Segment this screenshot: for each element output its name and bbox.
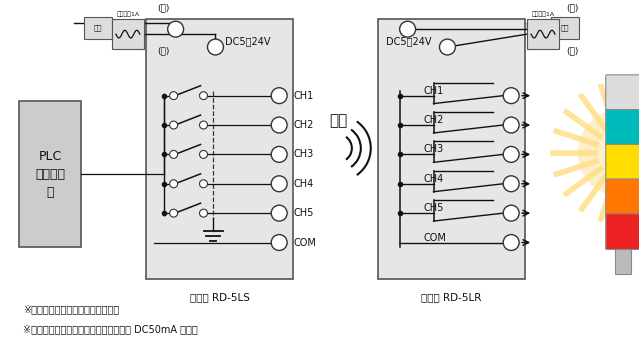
Circle shape	[271, 176, 287, 192]
FancyBboxPatch shape	[605, 144, 639, 180]
Text: CH1: CH1	[293, 91, 314, 101]
Circle shape	[168, 21, 184, 37]
Text: CH1: CH1	[424, 86, 444, 96]
Circle shape	[503, 235, 519, 251]
Circle shape	[170, 121, 178, 129]
Circle shape	[170, 150, 178, 158]
Circle shape	[271, 88, 287, 104]
Circle shape	[578, 108, 640, 197]
Text: 送信機 RD-5LS: 送信機 RD-5LS	[189, 292, 250, 302]
Text: COM: COM	[424, 233, 447, 243]
Circle shape	[503, 176, 519, 192]
Circle shape	[503, 147, 519, 162]
Circle shape	[399, 21, 415, 37]
Circle shape	[200, 150, 207, 158]
Text: ※受信機のオープンコレクタ出力は最大 DC50mA です。: ※受信機のオープンコレクタ出力は最大 DC50mA です。	[23, 324, 198, 334]
Bar	[378, 19, 525, 279]
Text: (－): (－)	[157, 3, 170, 12]
Text: CH3: CH3	[424, 144, 444, 154]
Bar	[614, 249, 630, 274]
Circle shape	[170, 209, 178, 217]
FancyBboxPatch shape	[605, 75, 639, 111]
Text: (－): (－)	[566, 3, 579, 12]
Text: ※ユニットは別途電源が必要です。: ※ユニットは別途電源が必要です。	[23, 304, 120, 314]
Circle shape	[200, 92, 207, 100]
Bar	[19, 100, 81, 247]
Text: PLC
検出装置
等: PLC 検出装置 等	[35, 149, 65, 199]
FancyBboxPatch shape	[605, 109, 639, 145]
Text: COM: COM	[293, 238, 316, 248]
Text: CH2: CH2	[424, 115, 444, 125]
Bar	[112, 19, 144, 49]
Bar	[146, 19, 293, 279]
Text: DC5～24V: DC5～24V	[386, 36, 431, 46]
Circle shape	[503, 88, 519, 104]
Circle shape	[207, 39, 223, 55]
Circle shape	[271, 147, 287, 162]
Text: ヒューズ1A: ヒューズ1A	[116, 12, 140, 17]
Bar	[551, 17, 579, 39]
FancyBboxPatch shape	[605, 214, 639, 249]
Text: CH3: CH3	[293, 149, 314, 159]
Text: 電源: 電源	[93, 25, 102, 31]
Bar	[527, 19, 559, 49]
Circle shape	[503, 205, 519, 221]
Circle shape	[271, 117, 287, 133]
Circle shape	[200, 180, 207, 188]
Text: DC5～24V: DC5～24V	[225, 36, 271, 46]
Text: 送信: 送信	[329, 113, 347, 128]
Text: (＋): (＋)	[157, 46, 170, 55]
Circle shape	[440, 39, 456, 55]
Text: CH2: CH2	[293, 120, 314, 130]
Circle shape	[271, 235, 287, 251]
Circle shape	[170, 180, 178, 188]
Text: CH4: CH4	[293, 179, 314, 189]
Text: CH5: CH5	[293, 208, 314, 218]
Text: (＋): (＋)	[566, 46, 579, 55]
Bar	[84, 17, 112, 39]
Text: CH5: CH5	[424, 203, 444, 213]
Circle shape	[503, 117, 519, 133]
Text: 受信機 RD-5LR: 受信機 RD-5LR	[421, 292, 482, 302]
Circle shape	[271, 205, 287, 221]
Circle shape	[200, 121, 207, 129]
FancyBboxPatch shape	[605, 179, 639, 215]
Text: CH4: CH4	[424, 174, 444, 184]
Circle shape	[170, 92, 178, 100]
Text: ヒューズ1A: ヒューズ1A	[531, 12, 555, 17]
Text: 電源: 電源	[561, 25, 569, 31]
Circle shape	[200, 209, 207, 217]
